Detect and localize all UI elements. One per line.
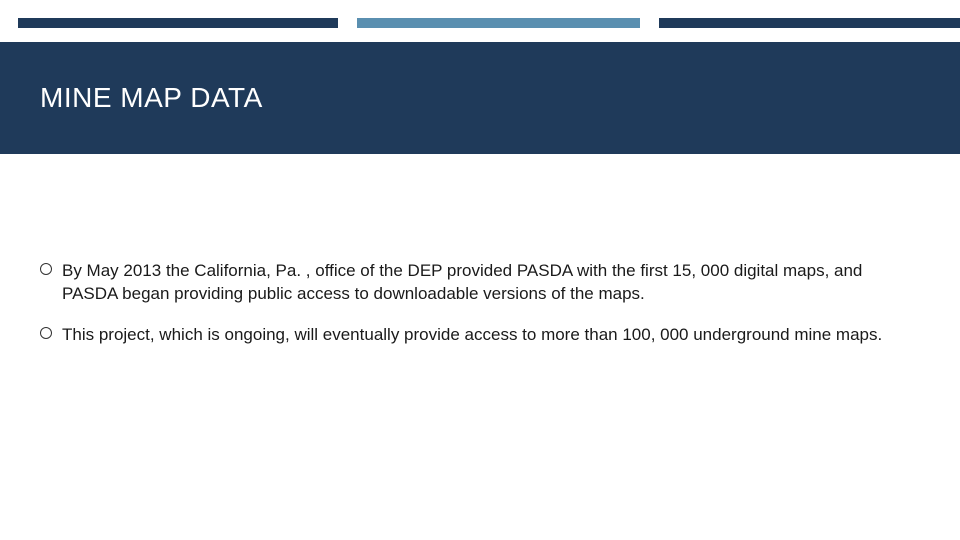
stripe-seg-1 — [338, 18, 357, 28]
stripe-seg-4 — [659, 18, 960, 28]
circle-bullet-icon — [40, 327, 52, 339]
title-band: MINE MAP DATA — [0, 42, 960, 154]
slide-title: MINE MAP DATA — [40, 82, 263, 114]
list-item: By May 2013 the California, Pa. , office… — [40, 260, 920, 306]
bullet-text: This project, which is ongoing, will eve… — [62, 324, 882, 347]
stripe-seg-3 — [640, 18, 659, 28]
top-accent-stripe — [18, 18, 960, 28]
circle-bullet-icon — [40, 263, 52, 275]
stripe-seg-0 — [18, 18, 338, 28]
body-content: By May 2013 the California, Pa. , office… — [40, 260, 920, 365]
bullet-text: By May 2013 the California, Pa. , office… — [62, 260, 920, 306]
list-item: This project, which is ongoing, will eve… — [40, 324, 920, 347]
stripe-seg-2 — [357, 18, 640, 28]
